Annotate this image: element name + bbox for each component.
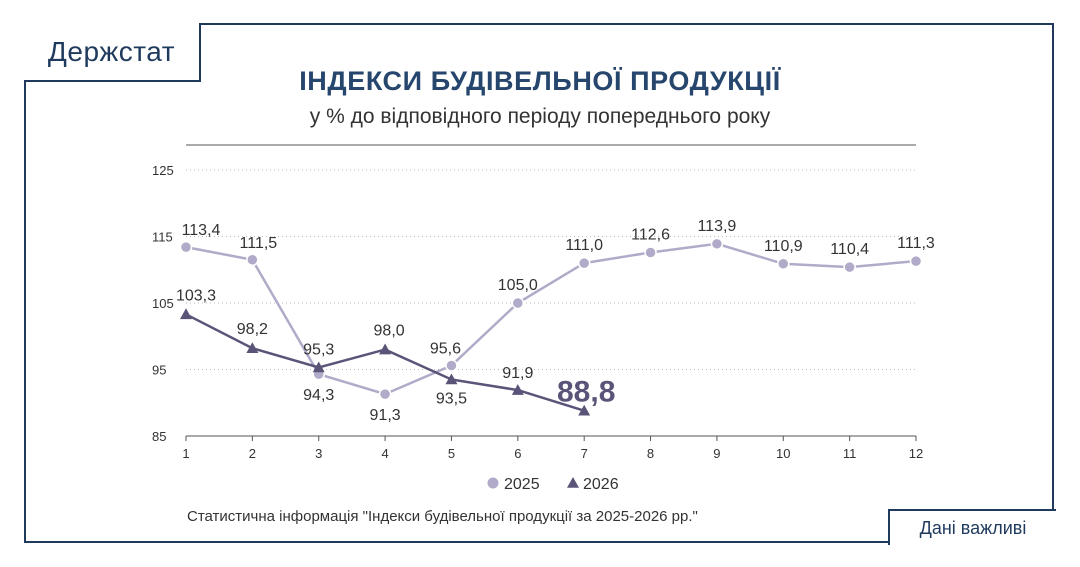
- data-label-2025: 94,3: [303, 387, 334, 404]
- point-2026: [312, 361, 325, 373]
- point-2025: [445, 359, 458, 372]
- legend-label-2025: 2025: [504, 476, 540, 493]
- data-label-2026: 98,0: [374, 323, 405, 340]
- point-2026: [379, 343, 392, 355]
- point-2025: [577, 256, 591, 270]
- y-tick-label: 105: [152, 296, 174, 311]
- point-2025: [909, 254, 923, 268]
- x-tick-label: 3: [315, 446, 322, 461]
- x-tick-label: 4: [381, 446, 388, 461]
- data-label-2025: 110,4: [830, 241, 869, 258]
- series-line-2025: [185, 242, 917, 396]
- data-label-2026: 98,2: [237, 321, 268, 338]
- point-2026: [445, 373, 458, 385]
- data-label-2025: 105,0: [498, 277, 538, 294]
- point-2025: [777, 257, 790, 271]
- y-tick-label: 95: [152, 363, 166, 378]
- point-2025: [378, 387, 392, 401]
- data-label-2025: 91,3: [370, 407, 401, 424]
- chart-title: ІНДЕКСИ БУДІВЕЛЬНОЇ ПРОДУКЦІЇ: [299, 66, 781, 96]
- point-2025: [246, 253, 259, 267]
- point-2026: [246, 342, 259, 354]
- x-tick-label: 1: [182, 446, 189, 461]
- legend-marker-2026: [567, 477, 579, 488]
- data-label-2025: 95,6: [430, 341, 461, 358]
- y-tick-label: 125: [152, 163, 174, 178]
- point-2025: [511, 296, 525, 310]
- y-tick-label: 115: [152, 230, 173, 245]
- x-tick-label: 7: [581, 446, 588, 461]
- data-label-2026-latest: 88,8: [557, 376, 615, 409]
- point-2025: [843, 260, 856, 274]
- point-2026: [180, 308, 192, 320]
- point-2025: [710, 237, 724, 251]
- data-label-2026: 91,9: [502, 365, 533, 382]
- x-tick-label: 5: [448, 446, 455, 461]
- source-note: Статистична інформація "Індекси будівель…: [187, 508, 698, 525]
- x-tick-label: 2: [249, 446, 256, 461]
- data-label-2025: 111,3: [897, 235, 935, 252]
- data-label-2025: 113,4: [182, 222, 221, 239]
- data-label-2026: 103,3: [176, 287, 216, 304]
- data-label-2025: 113,9: [697, 218, 736, 235]
- data-label-2026: 93,5: [436, 390, 467, 407]
- legend-marker-2025: [487, 477, 499, 489]
- chart-subtitle: у % до відповідного періоду попереднього…: [309, 105, 771, 128]
- point-2025: [644, 246, 657, 259]
- data-label-2026: 95,3: [303, 342, 334, 359]
- data-label-2025: 111,5: [240, 235, 278, 252]
- data-important-badge: Дані важливі: [888, 509, 1056, 545]
- point-2026: [511, 384, 524, 395]
- x-tick-label: 6: [514, 446, 521, 461]
- x-tick-label: 10: [776, 446, 790, 461]
- data-label-2025: 112,6: [631, 226, 670, 243]
- x-tick-label: 9: [713, 446, 720, 461]
- x-tick-label: 12: [909, 446, 923, 461]
- data-label-2025: 110,9: [764, 238, 803, 255]
- y-tick-label: 85: [152, 429, 166, 444]
- point-2025: [179, 240, 193, 254]
- x-tick-label: 11: [843, 446, 857, 461]
- legend-label-2026: 2026: [583, 476, 619, 493]
- data-label-2025: 111,0: [565, 237, 603, 254]
- x-tick-label: 8: [647, 446, 654, 461]
- point-2026: [578, 404, 591, 416]
- brand-logo: Держстат: [24, 23, 201, 82]
- outer-frame: [24, 23, 1054, 543]
